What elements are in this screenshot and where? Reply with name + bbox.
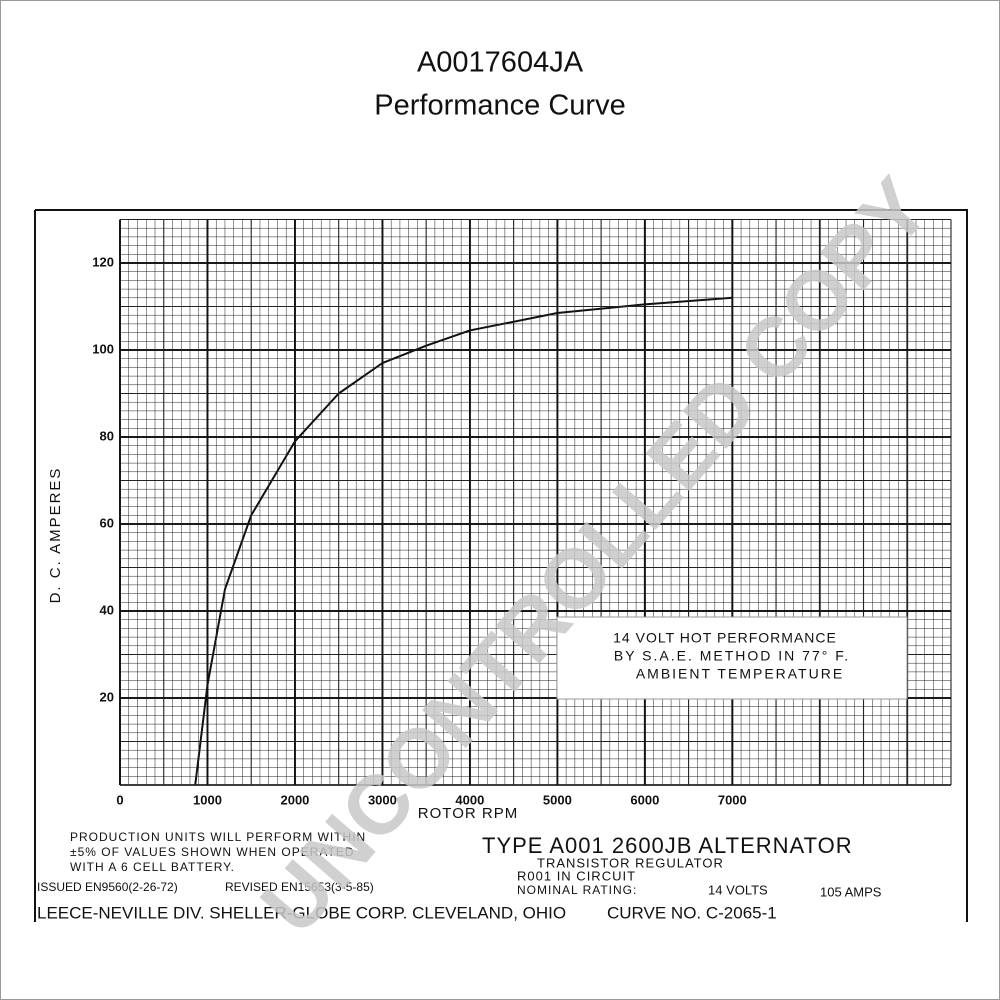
x-axis-label: ROTOR RPM: [418, 805, 518, 822]
y-tick-label: 40: [100, 602, 114, 617]
chart-subtitle: Performance Curve: [374, 90, 625, 122]
note-line: WITH A 6 CELL BATTERY.: [70, 860, 235, 874]
series-line: [194, 296, 733, 786]
company: LEECE-NEVILLE DIV. SHELLER-GLOBE CORP. C…: [37, 903, 566, 922]
x-tick-label: 6000: [630, 792, 659, 807]
x-tick-label: 7000: [718, 792, 747, 807]
circuit: R001 IN CIRCUIT: [517, 868, 636, 883]
volts: 14 VOLTS: [708, 882, 768, 897]
revised: REVISED EN15653(3-5-85): [225, 880, 374, 894]
x-tick-label: 2000: [280, 792, 309, 807]
amps: 105 AMPS: [820, 884, 882, 899]
x-tick-label: 3000: [368, 792, 397, 807]
y-axis-label: D. C. AMPERES: [47, 467, 64, 604]
regulator: TRANSISTOR REGULATOR: [537, 855, 724, 870]
note-line: ±5% OF VALUES SHOWN WHEN OPERATED: [70, 845, 355, 859]
note-line: PRODUCTION UNITS WILL PERFORM WITHIN: [70, 830, 366, 844]
x-tick-label: 1000: [193, 792, 222, 807]
plot: [194, 296, 733, 786]
y-tick-label: 80: [100, 428, 114, 443]
chart-title: A0017604JA: [417, 47, 584, 79]
annotation-line: 14 VOLT HOT PERFORMANCE: [613, 630, 837, 646]
y-tick-label: 60: [100, 515, 114, 530]
curve-number: CURVE NO. C-2065-1: [607, 903, 777, 922]
y-tick-label: 100: [92, 341, 114, 356]
rating: NOMINAL RATING:: [517, 883, 637, 897]
annotation-box: [556, 616, 908, 700]
x-tick-label: 4000: [455, 792, 484, 807]
annotation-line: AMBIENT TEMPERATURE: [636, 666, 844, 682]
x-tick-label: 0: [116, 792, 123, 807]
sheet-frame: [35, 209, 968, 922]
annotation-line: BY S.A.E. METHOD IN 77° F.: [614, 648, 850, 664]
y-tick-label: 20: [100, 689, 114, 704]
x-tick-label: 5000: [543, 792, 572, 807]
type-line: TYPE A001 2600JB ALTERNATOR: [482, 833, 853, 858]
y-tick-label: 120: [92, 254, 114, 269]
issued: ISSUED EN9560(2-26-72): [37, 880, 178, 894]
